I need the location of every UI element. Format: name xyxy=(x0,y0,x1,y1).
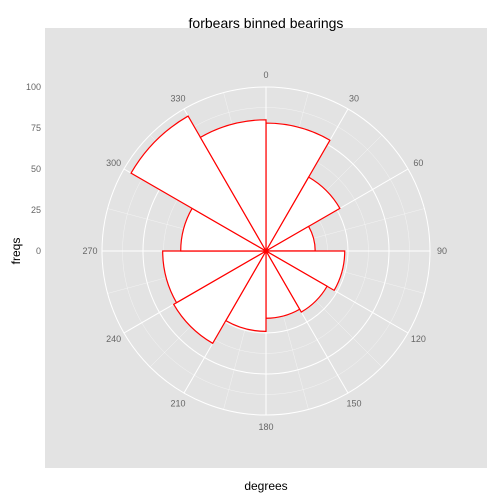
radius-tick-label: 75 xyxy=(31,123,41,133)
angle-tick-label: 210 xyxy=(170,398,185,408)
angle-tick-label: 90 xyxy=(437,246,447,256)
angle-tick-labels: 0 30 60 90 120 150 180 210 240 270 300 330 xyxy=(82,70,447,432)
radius-tick-label: 50 xyxy=(31,164,41,174)
chart-title: forbears binned bearings xyxy=(189,15,344,31)
bars-layer xyxy=(130,115,346,345)
bar-wedge-210 xyxy=(172,249,268,345)
angle-tick-label: 270 xyxy=(82,246,97,256)
bar-wedge-330 xyxy=(199,119,267,254)
angle-tick-label: 330 xyxy=(170,94,185,104)
radius-tick-label: 0 xyxy=(36,246,41,256)
radius-tick-label: 25 xyxy=(31,205,41,215)
angle-tick-label: 180 xyxy=(258,422,273,432)
angle-tick-label: 120 xyxy=(411,334,426,344)
bar-wedge-120 xyxy=(264,249,328,313)
radius-tick-label: 100 xyxy=(26,82,41,92)
angle-tick-label: 150 xyxy=(346,398,361,408)
radius-tick-labels: 0 25 50 75 100 xyxy=(26,82,41,256)
bar-wedge-300 xyxy=(130,115,268,253)
angle-tick-label: 0 xyxy=(263,70,268,80)
x-axis-title: degrees xyxy=(244,479,287,493)
angle-tick-label: 30 xyxy=(349,94,359,104)
angle-tick-label: 300 xyxy=(106,158,121,168)
bar-wedge-90 xyxy=(263,250,346,292)
y-axis-title: freqs xyxy=(9,238,23,265)
bar-wedge-240 xyxy=(162,250,269,304)
bar-wedge-30 xyxy=(264,176,341,253)
angle-tick-label: 60 xyxy=(413,158,423,168)
angle-tick-label: 240 xyxy=(106,334,121,344)
